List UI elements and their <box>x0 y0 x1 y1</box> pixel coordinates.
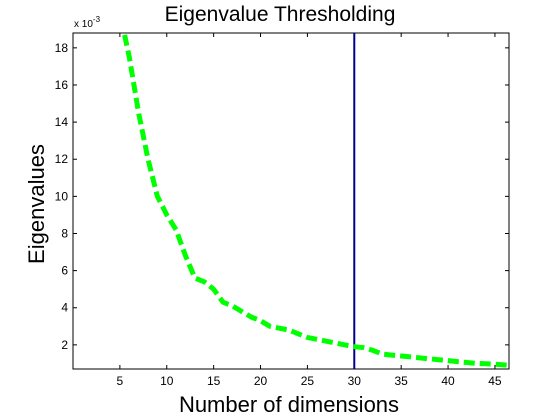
y-tick-label: 16 <box>55 78 69 92</box>
y-scale-base: x 10 <box>74 19 93 30</box>
plot-frame <box>72 32 510 370</box>
eigenvalue-series-line <box>122 34 509 368</box>
plot-area: 5 10 15 20 25 30 35 40 45 2 4 6 8 10 12 14 16 18 <box>55 32 510 388</box>
x-tick-label: 10 <box>160 374 174 388</box>
y-tick-label: 4 <box>61 301 68 315</box>
x-tick-label: 45 <box>488 374 502 388</box>
x-tick-label: 30 <box>348 374 362 388</box>
y-scale-exponent: -3 <box>93 15 101 24</box>
y-axis-label: Eigenvalues <box>24 144 49 264</box>
x-tick-label: 5 <box>117 374 124 388</box>
y-tick-label: 12 <box>55 152 69 166</box>
y-tick-label: 6 <box>61 264 68 278</box>
x-tick-label: 15 <box>207 374 221 388</box>
x-axis-label: Number of dimensions <box>179 392 399 417</box>
y-tick-label: 18 <box>55 41 69 55</box>
x-tick-label: 20 <box>254 374 268 388</box>
y-tick-label: 8 <box>61 226 68 240</box>
y-tick-label: 14 <box>55 115 69 129</box>
x-tick-label: 35 <box>394 374 408 388</box>
x-tick-label: 40 <box>441 374 455 388</box>
y-tick-label: 10 <box>55 189 69 203</box>
y-scale-note: x 10-3 <box>74 15 101 30</box>
chart-title: Eigenvalue Thresholding <box>165 3 396 26</box>
x-tick-label: 25 <box>301 374 315 388</box>
y-tick-label: 2 <box>61 338 68 352</box>
